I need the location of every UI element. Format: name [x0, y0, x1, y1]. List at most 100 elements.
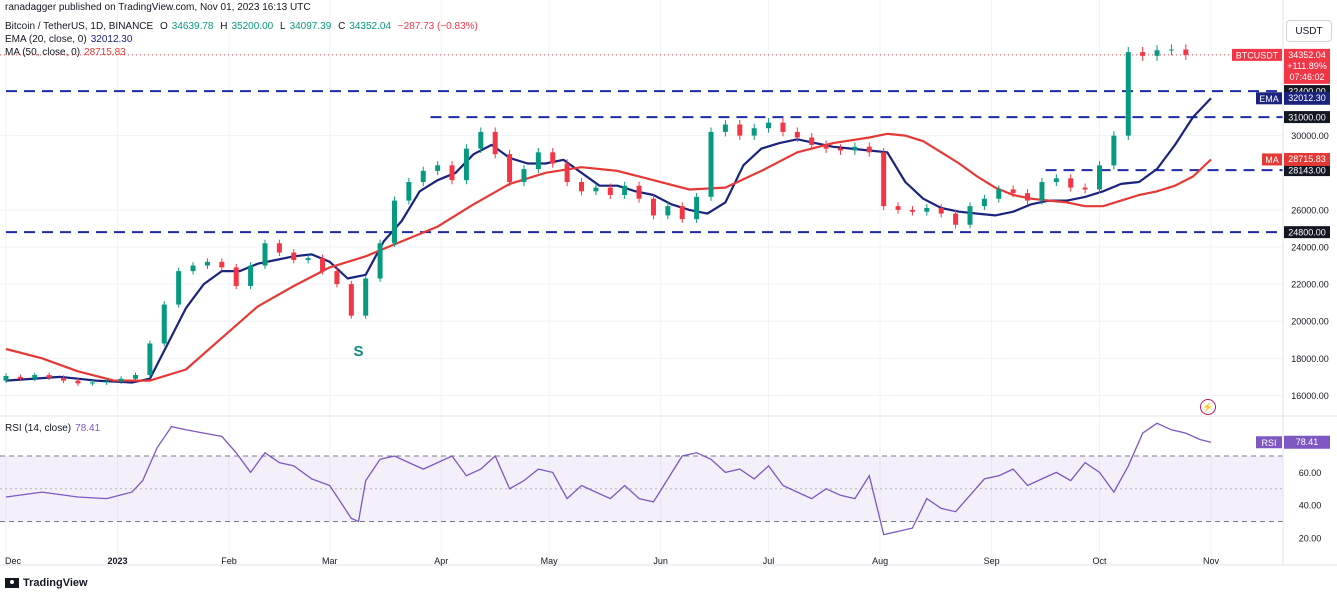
- candle-body: [593, 187, 599, 192]
- ema-legend[interactable]: EMA (20, close, 0) 32012.30: [5, 34, 136, 45]
- price-tick-label: 18000.00: [1291, 354, 1329, 364]
- candle-body: [737, 124, 743, 136]
- ohlc-line: Bitcoin / TetherUS, 1D, BINANCE O 34639.7…: [5, 21, 482, 32]
- candle-body: [1068, 178, 1074, 188]
- price-badge-bg: [1284, 48, 1330, 84]
- candle-body: [262, 243, 268, 266]
- candle-body: [1183, 49, 1189, 55]
- time-tick-label: Dec: [5, 556, 22, 566]
- price-badge-value: 34352.04: [1288, 50, 1326, 60]
- price-tick-label: 30000.00: [1291, 131, 1329, 141]
- candle-body: [996, 189, 1002, 199]
- candle-body: [291, 252, 297, 260]
- axis-badges: 34352.04+111.89%07:46:02 BTCUSDT 32012.30 E…: [1232, 48, 1330, 449]
- candles: [3, 44, 1189, 386]
- candle-body: [233, 267, 239, 286]
- ema-label: EMA (20, close, 0): [5, 34, 87, 45]
- candle-body: [751, 128, 757, 136]
- rsi-tick-label: 40.00: [1299, 501, 1322, 511]
- ema-value: 32012.30: [90, 34, 133, 45]
- rsi-legend[interactable]: RSI (14, close) 78.41: [5, 423, 104, 434]
- candle-body: [61, 377, 67, 381]
- grid: [0, 0, 1283, 565]
- currency-button[interactable]: USDT: [1286, 20, 1332, 42]
- candle-body: [17, 376, 23, 379]
- level-label: 31000.00: [1288, 113, 1326, 123]
- candle-body: [607, 187, 613, 196]
- rsi-badge-bg: [1284, 435, 1330, 449]
- time-tick-label: Sep: [984, 556, 1000, 566]
- ma-value: 28715.83: [84, 47, 126, 58]
- candle-body: [32, 375, 38, 379]
- price-tick-label: 20000.00: [1291, 317, 1329, 327]
- candle-body: [46, 375, 52, 378]
- candle-body: [1082, 187, 1088, 190]
- candle-body: [391, 200, 397, 244]
- candle-body: [1096, 165, 1102, 190]
- ma-legend[interactable]: MA (50, close, 0) 28715.83: [5, 47, 130, 58]
- level-label: 32400.00: [1288, 87, 1326, 97]
- candle-body: [535, 152, 541, 170]
- rsi-badge-tag: [1256, 436, 1282, 449]
- lightning-icon[interactable]: ⚡: [1200, 399, 1216, 415]
- symbol-title[interactable]: Bitcoin / TetherUS, 1D, BINANCE: [5, 21, 154, 32]
- candle-body: [780, 122, 786, 132]
- candle-body: [348, 284, 354, 316]
- candle-body: [334, 271, 340, 285]
- candle-body: [1053, 178, 1059, 183]
- price-tick-label: 16000.00: [1291, 391, 1329, 401]
- candle-body: [507, 154, 513, 183]
- candle-body: [406, 182, 412, 201]
- change-value: −287.73 (−0.83%): [397, 21, 478, 32]
- time-tick-label: Feb: [221, 556, 237, 566]
- ema-badge-value: 32012.30: [1288, 93, 1326, 103]
- candle-body: [1168, 49, 1174, 51]
- ma-badge-bg: [1284, 152, 1330, 166]
- candle-body: [3, 375, 9, 381]
- candle-body: [909, 209, 915, 212]
- ema-series-line: [5, 97, 1212, 384]
- price-badge-label: BTCUSDT: [1236, 50, 1279, 60]
- candle-body: [248, 265, 254, 286]
- brand-name: TradingView: [23, 577, 88, 589]
- level-label: 28143.00: [1288, 166, 1326, 176]
- candle-body: [852, 146, 858, 151]
- price-badge-value: 07:46:02: [1289, 72, 1324, 82]
- time-tick-label: 2023: [107, 556, 127, 566]
- candle-body: [463, 148, 469, 181]
- level-label: 24800.00: [1288, 228, 1326, 238]
- low-label: L: [280, 21, 286, 32]
- candle-body: [363, 278, 369, 316]
- rsi-badge-label: RSI: [1261, 438, 1276, 448]
- candle-body: [449, 165, 455, 181]
- candle-body: [104, 381, 110, 383]
- price-badge-value: +111.89%: [1287, 61, 1326, 71]
- candle-body: [435, 165, 441, 171]
- candle-body: [895, 206, 901, 210]
- candle-body: [521, 169, 527, 183]
- close-value: 34352.04: [349, 21, 392, 32]
- time-tick-label: Jul: [763, 556, 775, 566]
- candle-body: [1125, 52, 1131, 136]
- candle-body: [564, 163, 570, 183]
- candle-body: [75, 380, 81, 384]
- rsi-tick-label: 60.00: [1299, 468, 1322, 478]
- candle-body: [377, 243, 383, 279]
- candle-body: [1010, 189, 1016, 194]
- close-label: C: [338, 21, 346, 32]
- candle-body: [694, 196, 700, 220]
- candle-body: [636, 185, 642, 199]
- rsi-series-line: [5, 422, 1212, 536]
- publisher-line: ranadagger published on TradingView.com,…: [5, 2, 311, 13]
- candle-body: [665, 206, 671, 216]
- candle-body: [118, 378, 124, 382]
- rsi-badge-value: 78.41: [1296, 437, 1319, 447]
- time-tick-label: Jun: [653, 556, 668, 566]
- candle-body: [866, 146, 872, 153]
- rsi-bands: [0, 455, 1283, 523]
- high-label: H: [220, 21, 228, 32]
- candle-body: [938, 208, 944, 214]
- candle-body: [305, 258, 311, 260]
- time-tick-label: May: [541, 556, 559, 566]
